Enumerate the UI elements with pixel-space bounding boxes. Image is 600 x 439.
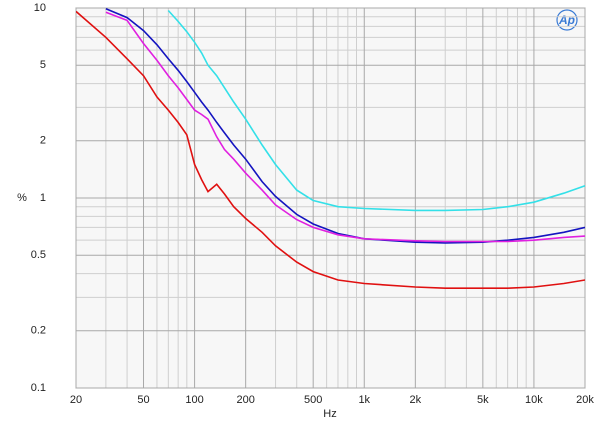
x-tick-label: 1k	[358, 394, 370, 406]
x-tick-label: 50	[137, 394, 149, 406]
x-tick-label: 20	[70, 394, 82, 406]
x-tick-label: 20k	[576, 394, 594, 406]
series-line	[105, 11, 585, 243]
x-tick-label: 100	[185, 394, 203, 406]
logo-ring	[556, 9, 578, 31]
series-line	[76, 10, 585, 289]
x-tick-label: 10k	[525, 394, 543, 406]
y-tick-label: 10	[34, 2, 46, 14]
y-tick-label: 0.5	[31, 249, 46, 261]
y-tick-label: 5	[40, 59, 46, 71]
series-line	[167, 9, 585, 212]
y-tick-label: 2	[40, 135, 46, 147]
x-tick-label: 5k	[477, 394, 489, 406]
series-line	[105, 8, 585, 244]
y-tick-label: 0.1	[31, 382, 46, 394]
x-tick-label: 200	[236, 394, 254, 406]
x-axis-label: Hz	[323, 408, 336, 420]
logo: Ap	[558, 13, 575, 27]
y-axis-label: %	[17, 192, 27, 204]
y-tick-label: 0.2	[31, 325, 46, 337]
x-tick-label: 2k	[410, 394, 422, 406]
y-tick-label: 1	[40, 192, 46, 204]
x-tick-label: 500	[304, 394, 322, 406]
